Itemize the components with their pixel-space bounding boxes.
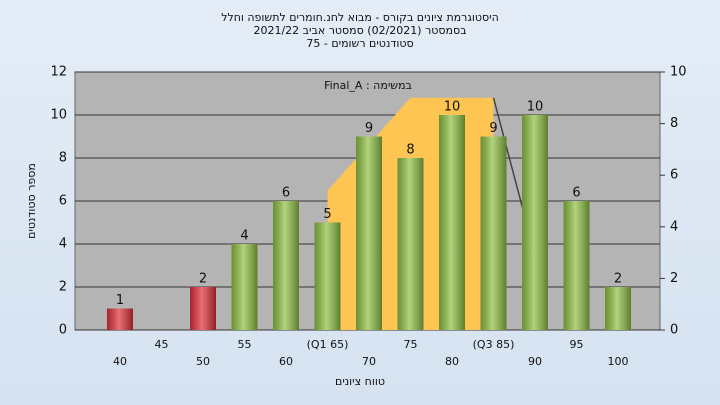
data-label: 1 [116, 293, 124, 308]
y-tick-label: 4 [59, 237, 67, 252]
data-label: 10 [444, 100, 461, 115]
y-tick-label: 10 [50, 108, 67, 123]
bar-shade [397, 158, 424, 330]
data-label: 6 [572, 186, 580, 201]
y2-tick-label: 2 [670, 271, 678, 286]
bar-shade [563, 201, 590, 330]
y-tick-label: 2 [59, 280, 67, 295]
data-label: 5 [323, 207, 331, 222]
data-label: 4 [240, 229, 248, 244]
data-label: 9 [489, 121, 497, 136]
data-label: 2 [614, 272, 622, 287]
y2-tick-label: 10 [670, 65, 687, 80]
x-tick-label: 75 [404, 338, 418, 351]
x-tick-label: (Q3 85) [473, 338, 515, 351]
data-label: 8 [406, 143, 414, 158]
y-axis-label: מספר סטודנטים [25, 163, 38, 239]
y-tick-label: 8 [59, 151, 67, 166]
chart-subtitle: סטודנטים רשומים - 75 [306, 37, 413, 50]
y2-tick-label: 8 [670, 116, 678, 131]
x-tick-label: 60 [279, 355, 293, 368]
bar-shade [480, 136, 507, 330]
annotation: Final_A : במשימה [324, 79, 412, 92]
x-tick-label: (Q1 65) [307, 338, 349, 351]
y2-tick-label: 4 [670, 219, 678, 234]
chart-subtitle: בסמסטר (02/2021) סמסטר אביב 2021/22 [253, 24, 466, 37]
bar-shade [273, 201, 299, 330]
data-label: 6 [282, 186, 290, 201]
x-tick-label: 55 [238, 338, 252, 351]
y-tick-label: 12 [50, 65, 67, 80]
x-tick-label: 95 [570, 338, 584, 351]
x-tick-label: 90 [528, 355, 542, 368]
y2-tick-label: 0 [670, 323, 678, 338]
y2-tick-label: 6 [670, 168, 678, 183]
bar-shade [231, 244, 258, 330]
x-tick-label: 100 [608, 355, 629, 368]
x-tick-label: 45 [155, 338, 169, 351]
bar-shade [439, 115, 465, 330]
bar-shade [605, 287, 631, 330]
data-label: 10 [527, 100, 544, 115]
data-label: 2 [199, 272, 207, 287]
bar-shade [107, 308, 133, 330]
x-tick-label: 50 [196, 355, 210, 368]
y-tick-label: 6 [59, 194, 67, 209]
x-tick-label: 80 [445, 355, 459, 368]
x-tick-label: 40 [113, 355, 127, 368]
bar-shade [522, 115, 548, 330]
bar-shade [190, 287, 216, 330]
x-tick-label: 70 [362, 355, 376, 368]
x-axis-label: טווח ציונים [335, 375, 385, 388]
data-label: 9 [365, 121, 373, 136]
bar-shade [314, 222, 341, 330]
chart-title: היסטוגרמת ציונים בקורס - מבוא לחנ.חומרים… [221, 11, 499, 24]
y-tick-label: 0 [59, 323, 67, 338]
bar-shade [356, 136, 382, 330]
